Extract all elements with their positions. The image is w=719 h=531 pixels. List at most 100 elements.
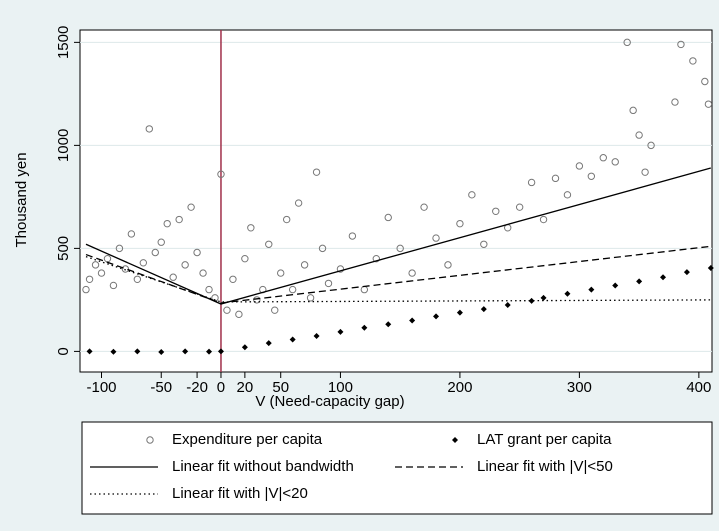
expenditure-point (175, 215, 183, 224)
expenditure-point (97, 269, 106, 277)
expenditure-point (420, 203, 428, 211)
expenditure-point (247, 224, 255, 232)
lat-point (206, 348, 213, 355)
expenditure-point (306, 294, 315, 302)
lat-point (480, 306, 487, 313)
lat-point (612, 282, 619, 289)
expenditure-point (193, 248, 201, 257)
x-tick-label: -50 (150, 379, 172, 396)
lat-point (134, 348, 141, 355)
expenditure-point (271, 306, 279, 314)
x-tick-label: 100 (328, 379, 353, 396)
lat-point (289, 336, 296, 343)
fit-line (85, 256, 711, 303)
expenditure-point (229, 275, 237, 283)
expenditure-point (641, 168, 649, 176)
expenditure-point (671, 98, 679, 106)
expenditure-point (587, 172, 596, 180)
x-axis-label: V (Need-capacity gap) (255, 393, 404, 410)
lat-point (337, 328, 344, 335)
expenditure-point (288, 285, 297, 294)
lat-point (86, 348, 93, 355)
expenditure-point (133, 275, 142, 283)
lat-point (158, 349, 165, 356)
expenditure-point (563, 191, 572, 199)
expenditure-point (468, 191, 476, 199)
lat-point (707, 264, 714, 271)
expenditure-point (282, 215, 291, 224)
expenditure-point (384, 213, 392, 222)
x-tick-label: 300 (567, 379, 592, 396)
expenditure-point (701, 77, 709, 86)
lat-point (588, 286, 595, 293)
expenditure-point (277, 269, 285, 277)
expenditure-point (82, 285, 90, 294)
expenditure-point (253, 296, 261, 304)
y-tick-label: 1500 (55, 26, 72, 59)
x-tick-label: 400 (686, 379, 711, 396)
lat-point (504, 302, 511, 309)
expenditure-point (265, 240, 273, 248)
expenditure-point (635, 131, 643, 139)
expenditure-point (408, 269, 416, 277)
legend (81, 421, 713, 515)
expenditure-point (348, 232, 357, 240)
expenditure-point (480, 240, 488, 248)
plot-area (79, 29, 713, 373)
fit-line (85, 245, 711, 304)
expenditure-point (599, 154, 607, 162)
lat-point (660, 274, 667, 281)
legend-label: Linear fit with |V|<20 (172, 485, 308, 502)
expenditure-point (611, 158, 619, 166)
legend-label: Linear fit with |V|<50 (477, 458, 613, 475)
fit-line (85, 167, 711, 305)
y-tick-label: 1000 (55, 129, 72, 162)
x-tick-label: 0 (217, 379, 225, 396)
expenditure-point (312, 168, 321, 176)
lat-point (433, 313, 440, 320)
lat-point (456, 309, 463, 316)
lat-point (182, 348, 189, 355)
lat-point (241, 344, 248, 351)
lat-point (409, 317, 416, 324)
legend-symbol (452, 437, 458, 443)
expenditure-point (199, 269, 207, 277)
legend-symbol (146, 436, 154, 444)
expenditure-point (127, 230, 136, 238)
x-tick-label: 50 (272, 379, 289, 396)
expenditure-point (372, 254, 380, 263)
expenditure-point (647, 141, 655, 150)
expenditure-point (217, 170, 225, 178)
expenditure-point (151, 248, 159, 257)
expenditure-point (677, 40, 685, 49)
expenditure-point (704, 100, 713, 108)
expenditure-point (169, 273, 177, 281)
expenditure-point (629, 106, 637, 115)
expenditure-point (109, 281, 118, 290)
expenditure-point (294, 199, 303, 207)
expenditure-point (539, 215, 548, 224)
expenditure-point (336, 265, 345, 273)
x-tick-label: 200 (447, 379, 472, 396)
expenditure-point (300, 261, 309, 269)
expenditure-point (205, 285, 213, 294)
expenditure-point (689, 57, 697, 65)
expenditure-point (515, 203, 524, 211)
expenditure-point (235, 310, 243, 319)
lat-point (217, 348, 224, 355)
expenditure-point (163, 219, 171, 228)
expenditure-point (432, 234, 440, 242)
expenditure-point (551, 174, 560, 183)
legend-label: LAT grant per capita (477, 431, 612, 448)
expenditure-point (396, 244, 404, 253)
expenditure-point (91, 261, 100, 269)
x-tick-label: -20 (186, 379, 208, 396)
expenditure-point (157, 238, 165, 246)
lat-point (683, 269, 690, 276)
expenditure-point (139, 259, 148, 267)
expenditure-point (444, 261, 452, 269)
expenditure-point (575, 162, 584, 170)
lat-point (313, 332, 320, 339)
legend-label: Linear fit without bandwidth (172, 458, 354, 475)
